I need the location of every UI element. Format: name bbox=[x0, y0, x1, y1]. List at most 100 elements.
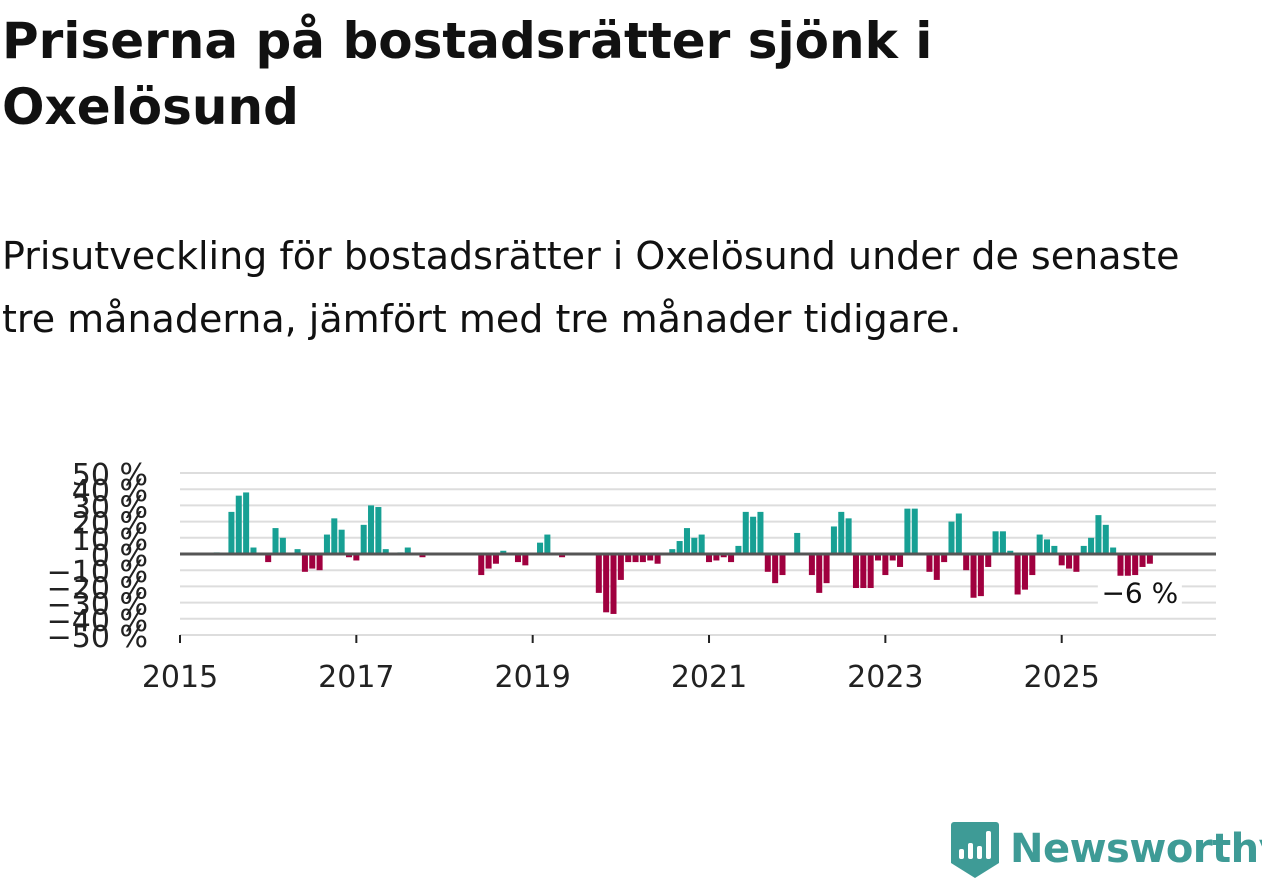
bar bbox=[999, 531, 1006, 554]
x-tick-label: 2015 bbox=[142, 660, 218, 695]
bar bbox=[522, 554, 529, 566]
bar bbox=[808, 554, 815, 576]
bar bbox=[514, 554, 521, 563]
newsworthy-logo: Newsworthy bbox=[950, 818, 1262, 880]
bar bbox=[368, 505, 375, 554]
bar bbox=[485, 554, 492, 569]
bar bbox=[830, 526, 837, 554]
x-tick-label: 2021 bbox=[671, 660, 747, 695]
bar bbox=[243, 492, 250, 554]
brand-name: Newsworthy bbox=[1010, 826, 1262, 872]
bar bbox=[911, 508, 918, 554]
x-axis: 2015 2017 2019 2021 2023 2025 bbox=[142, 552, 1216, 695]
bar bbox=[345, 554, 352, 558]
bar bbox=[1066, 554, 1073, 569]
bar bbox=[1088, 537, 1095, 554]
bar bbox=[353, 554, 360, 561]
latest-value-label: −6 % bbox=[1101, 577, 1178, 610]
bar bbox=[294, 549, 301, 554]
bar bbox=[1073, 554, 1080, 572]
bar bbox=[889, 554, 896, 561]
bar bbox=[794, 532, 801, 554]
bar bbox=[941, 554, 948, 563]
bar bbox=[970, 554, 977, 598]
bar bbox=[647, 554, 654, 561]
bar bbox=[559, 554, 566, 558]
bar bbox=[1102, 524, 1109, 554]
y-tick-label: −40 % bbox=[47, 604, 148, 639]
bar bbox=[1029, 554, 1036, 576]
bar bbox=[639, 554, 646, 563]
bar bbox=[279, 537, 286, 554]
bar bbox=[382, 549, 389, 554]
bar bbox=[955, 513, 962, 554]
bar bbox=[823, 554, 830, 584]
y-tick-label: −20 % bbox=[47, 571, 148, 606]
x-tick-label: 2019 bbox=[495, 660, 571, 695]
bar bbox=[228, 511, 235, 554]
bar bbox=[595, 554, 602, 593]
annotations: −6 % bbox=[1097, 575, 1182, 612]
bar bbox=[1051, 545, 1058, 554]
bar bbox=[1117, 554, 1124, 584]
bar bbox=[316, 554, 323, 571]
bar bbox=[897, 554, 904, 567]
bar bbox=[742, 511, 749, 554]
bar bbox=[1146, 554, 1153, 564]
bar bbox=[963, 554, 970, 571]
bar bbox=[404, 547, 411, 554]
x-tick-label: 2025 bbox=[1024, 660, 1100, 695]
bar bbox=[610, 554, 617, 614]
bar bbox=[757, 511, 764, 554]
bar bbox=[1124, 554, 1131, 584]
bar bbox=[720, 554, 727, 558]
y-tick-label: −30 % bbox=[47, 588, 148, 623]
chart-title: Priserna på bostadsrätter sjönk i Oxelös… bbox=[2, 12, 933, 136]
bar bbox=[1058, 554, 1065, 566]
bar bbox=[265, 554, 272, 563]
bar-chart: 50 %40 %30 %20 %10 %0 %−10 %−20 %−30 %−4… bbox=[47, 458, 1216, 695]
bar bbox=[713, 554, 720, 561]
newsworthy-bar-chart-icon bbox=[951, 822, 999, 878]
bar bbox=[676, 541, 683, 554]
bar bbox=[933, 554, 940, 580]
bar bbox=[419, 554, 426, 558]
bar bbox=[838, 511, 845, 554]
bar bbox=[698, 534, 705, 554]
bar bbox=[375, 507, 382, 554]
bar bbox=[1095, 515, 1102, 554]
y-axis-labels: 50 %40 %30 %20 %10 %0 %−10 %−20 %−30 %−4… bbox=[47, 458, 148, 655]
bar bbox=[617, 554, 624, 580]
bar bbox=[1139, 554, 1146, 567]
bar bbox=[985, 554, 992, 567]
x-tick-label: 2017 bbox=[318, 660, 394, 695]
bar bbox=[323, 534, 330, 554]
bar bbox=[500, 550, 507, 554]
bar bbox=[1007, 550, 1014, 554]
bar bbox=[728, 554, 735, 563]
bar bbox=[1036, 534, 1043, 554]
bar bbox=[1080, 545, 1087, 554]
bar bbox=[1021, 554, 1028, 590]
bar bbox=[1110, 547, 1117, 554]
bar bbox=[478, 554, 485, 576]
bar bbox=[852, 554, 859, 589]
bar bbox=[882, 554, 889, 576]
bar bbox=[669, 549, 676, 554]
bar bbox=[845, 518, 852, 554]
bar bbox=[875, 554, 882, 561]
bar bbox=[691, 537, 698, 554]
bar bbox=[360, 524, 367, 554]
bar bbox=[867, 554, 874, 589]
bar bbox=[625, 554, 632, 563]
logo-badge bbox=[951, 822, 999, 878]
bar bbox=[1132, 554, 1139, 576]
y-tick-label: 10 % bbox=[72, 523, 148, 558]
bar bbox=[250, 547, 257, 554]
bar bbox=[772, 554, 779, 584]
bar bbox=[1014, 554, 1021, 595]
bar bbox=[860, 554, 867, 589]
y-tick-label: −10 % bbox=[47, 555, 148, 590]
bar bbox=[926, 554, 933, 572]
bar bbox=[764, 554, 771, 572]
